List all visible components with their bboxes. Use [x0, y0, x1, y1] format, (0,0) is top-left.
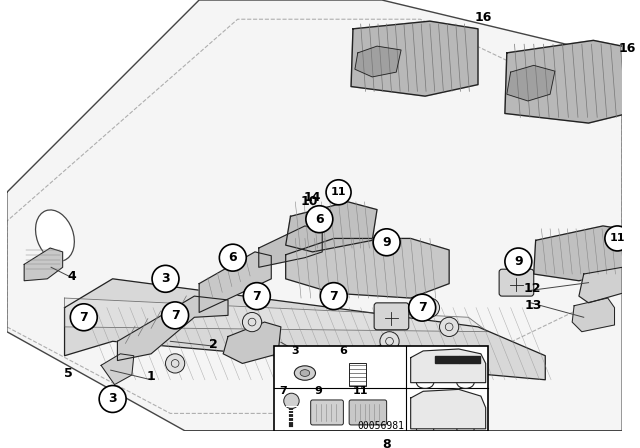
Text: 7: 7: [252, 289, 261, 302]
Circle shape: [605, 226, 630, 251]
Text: 3: 3: [291, 346, 299, 356]
Circle shape: [282, 371, 308, 398]
Text: 16: 16: [474, 11, 492, 24]
FancyBboxPatch shape: [374, 303, 409, 330]
Text: 4: 4: [68, 271, 77, 284]
Bar: [349, 363, 367, 387]
Text: 6: 6: [228, 251, 237, 264]
Polygon shape: [223, 322, 281, 363]
Polygon shape: [505, 40, 640, 123]
Polygon shape: [355, 46, 401, 77]
Ellipse shape: [294, 366, 316, 380]
Text: 10: 10: [301, 195, 319, 208]
Polygon shape: [507, 65, 555, 101]
Text: 9: 9: [382, 236, 391, 249]
Circle shape: [162, 302, 189, 329]
Polygon shape: [24, 248, 63, 281]
Polygon shape: [411, 349, 486, 383]
Polygon shape: [117, 296, 228, 361]
Polygon shape: [534, 226, 640, 281]
Polygon shape: [199, 252, 271, 312]
Text: 7: 7: [330, 289, 338, 302]
Circle shape: [99, 386, 126, 413]
Polygon shape: [101, 354, 134, 384]
Circle shape: [243, 283, 270, 310]
Circle shape: [284, 393, 299, 409]
Text: 2: 2: [209, 338, 218, 351]
Ellipse shape: [36, 210, 74, 261]
Text: 9: 9: [314, 386, 323, 396]
Circle shape: [243, 312, 262, 332]
Polygon shape: [7, 0, 622, 431]
Text: 6: 6: [340, 346, 348, 356]
Polygon shape: [579, 267, 622, 303]
Polygon shape: [572, 298, 614, 332]
Polygon shape: [411, 389, 486, 429]
Text: 12: 12: [524, 282, 541, 295]
Circle shape: [152, 265, 179, 292]
Text: 11: 11: [331, 187, 346, 197]
Text: 3: 3: [291, 378, 300, 391]
FancyBboxPatch shape: [349, 400, 387, 425]
Circle shape: [326, 180, 351, 205]
Text: 8: 8: [382, 438, 391, 448]
Text: 13: 13: [524, 299, 541, 312]
Ellipse shape: [300, 370, 310, 376]
Bar: [274, 346, 488, 431]
Text: 6: 6: [315, 213, 324, 226]
FancyBboxPatch shape: [499, 269, 534, 296]
Polygon shape: [435, 356, 459, 363]
Text: 00056981: 00056981: [357, 421, 404, 431]
Text: 7: 7: [279, 386, 287, 396]
Polygon shape: [65, 279, 545, 380]
Polygon shape: [259, 226, 322, 267]
FancyBboxPatch shape: [310, 400, 344, 425]
Polygon shape: [285, 238, 449, 298]
Text: 14: 14: [304, 190, 321, 203]
Circle shape: [409, 294, 436, 321]
Text: 16: 16: [618, 42, 636, 55]
Circle shape: [166, 354, 185, 373]
Text: 11: 11: [610, 233, 625, 243]
Text: 11: 11: [353, 386, 369, 396]
Text: 3: 3: [161, 272, 170, 285]
Polygon shape: [285, 202, 377, 252]
Circle shape: [505, 248, 532, 275]
Polygon shape: [351, 21, 478, 96]
Circle shape: [220, 244, 246, 271]
Text: 1: 1: [147, 370, 156, 383]
Text: 9: 9: [514, 255, 523, 268]
Circle shape: [70, 304, 97, 331]
Polygon shape: [363, 344, 399, 375]
Circle shape: [440, 317, 459, 336]
Circle shape: [306, 206, 333, 233]
Text: 15: 15: [296, 354, 314, 367]
Text: 7: 7: [418, 301, 427, 314]
Polygon shape: [65, 298, 488, 332]
Polygon shape: [459, 356, 480, 363]
Circle shape: [373, 229, 400, 256]
Text: 3: 3: [108, 392, 117, 405]
Text: 7: 7: [79, 311, 88, 324]
Circle shape: [380, 332, 399, 351]
Text: 7: 7: [171, 309, 179, 322]
Text: 5: 5: [64, 366, 73, 379]
Circle shape: [420, 298, 440, 317]
Circle shape: [320, 283, 348, 310]
